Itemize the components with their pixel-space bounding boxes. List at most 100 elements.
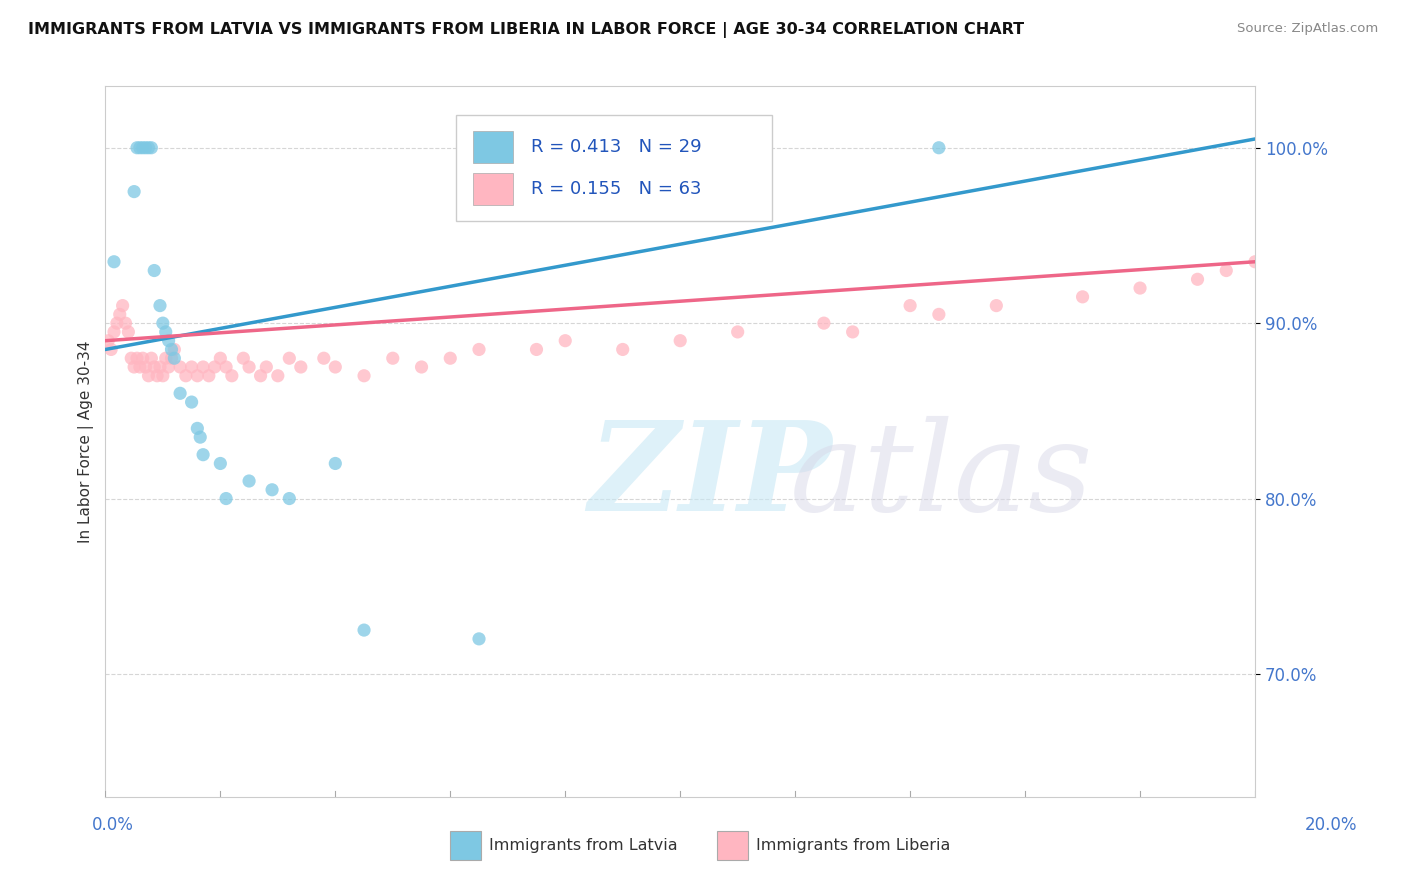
Point (100, 343, 122, 357)
Point (138, 368, 160, 383)
Point (468, 343, 491, 357)
Text: Immigrants from Latvia: Immigrants from Latvia (489, 838, 678, 853)
Point (128, 359, 150, 374)
Point (141, 141, 163, 155)
Point (353, 623, 375, 637)
Point (841, 325, 863, 339)
Point (1071, 290, 1094, 304)
Point (221, 368, 243, 383)
Point (108, 307, 131, 321)
Point (209, 351, 232, 366)
Text: IMMIGRANTS FROM LATVIA VS IMMIGRANTS FROM LIBERIA IN LABOR FORCE | AGE 30-34 COR: IMMIGRANTS FROM LATVIA VS IMMIGRANTS FRO… (28, 22, 1024, 38)
Point (186, 368, 208, 383)
Point (141, 351, 163, 366)
Point (132, 141, 155, 155)
Point (169, 386, 191, 401)
Point (163, 343, 186, 357)
Point (180, 395, 202, 409)
Bar (717, 831, 748, 860)
Point (215, 359, 238, 374)
Point (215, 491, 238, 506)
Point (103, 254, 125, 268)
Point (209, 457, 232, 471)
Text: 0.0%: 0.0% (91, 816, 134, 834)
Bar (450, 831, 481, 860)
FancyBboxPatch shape (456, 115, 772, 221)
FancyBboxPatch shape (474, 173, 513, 205)
Point (97, 334, 120, 348)
Point (727, 325, 749, 339)
Point (114, 316, 136, 330)
Point (188, 430, 211, 444)
Point (898, 299, 921, 313)
Point (157, 334, 180, 348)
Point (138, 141, 160, 155)
Point (122, 359, 145, 374)
Point (323, 359, 346, 374)
Point (125, 141, 148, 155)
Point (191, 448, 214, 462)
Point (160, 343, 183, 357)
Point (120, 351, 142, 366)
Point (122, 185, 145, 199)
Point (152, 316, 174, 330)
Point (149, 359, 172, 374)
Point (191, 359, 214, 374)
Text: atlas: atlas (789, 417, 1092, 538)
Point (813, 316, 835, 330)
Point (198, 368, 221, 383)
FancyBboxPatch shape (474, 131, 513, 162)
Point (290, 359, 312, 374)
Point (1215, 263, 1237, 277)
Text: R = 0.155   N = 63: R = 0.155 N = 63 (530, 180, 702, 198)
Point (128, 141, 150, 155)
Point (103, 325, 125, 339)
Point (111, 299, 134, 313)
Point (468, 632, 491, 646)
Point (155, 325, 177, 339)
Point (232, 351, 254, 366)
Point (160, 351, 183, 366)
Point (278, 491, 301, 506)
Point (254, 359, 277, 374)
Point (323, 457, 346, 471)
Point (612, 343, 634, 357)
Point (526, 343, 548, 357)
Point (149, 299, 172, 313)
Point (381, 351, 404, 366)
Text: R = 0.413   N = 29: R = 0.413 N = 29 (530, 137, 702, 156)
Point (152, 368, 174, 383)
Point (163, 351, 186, 366)
Point (105, 316, 128, 330)
Point (986, 299, 1008, 313)
Point (238, 474, 260, 488)
Point (125, 351, 148, 366)
Point (117, 325, 139, 339)
Point (135, 359, 157, 374)
Point (928, 141, 950, 155)
Point (143, 263, 166, 277)
Point (353, 368, 375, 383)
Text: 20.0%: 20.0% (1305, 816, 1357, 834)
Point (669, 334, 692, 348)
Point (278, 351, 301, 366)
Text: ZIP: ZIP (588, 417, 832, 538)
Point (554, 334, 576, 348)
Point (135, 141, 157, 155)
Point (204, 359, 226, 374)
Point (1129, 281, 1152, 295)
Text: Source: ZipAtlas.com: Source: ZipAtlas.com (1237, 22, 1378, 36)
Point (180, 359, 202, 374)
Point (169, 359, 191, 374)
Point (146, 368, 169, 383)
Point (132, 351, 155, 366)
Point (262, 483, 284, 497)
Point (186, 421, 208, 435)
Y-axis label: In Labor Force | Age 30-34: In Labor Force | Age 30-34 (79, 340, 94, 543)
Point (312, 351, 335, 366)
Point (174, 368, 197, 383)
Point (1187, 272, 1209, 286)
Point (439, 351, 461, 366)
Point (157, 359, 180, 374)
Point (238, 359, 260, 374)
